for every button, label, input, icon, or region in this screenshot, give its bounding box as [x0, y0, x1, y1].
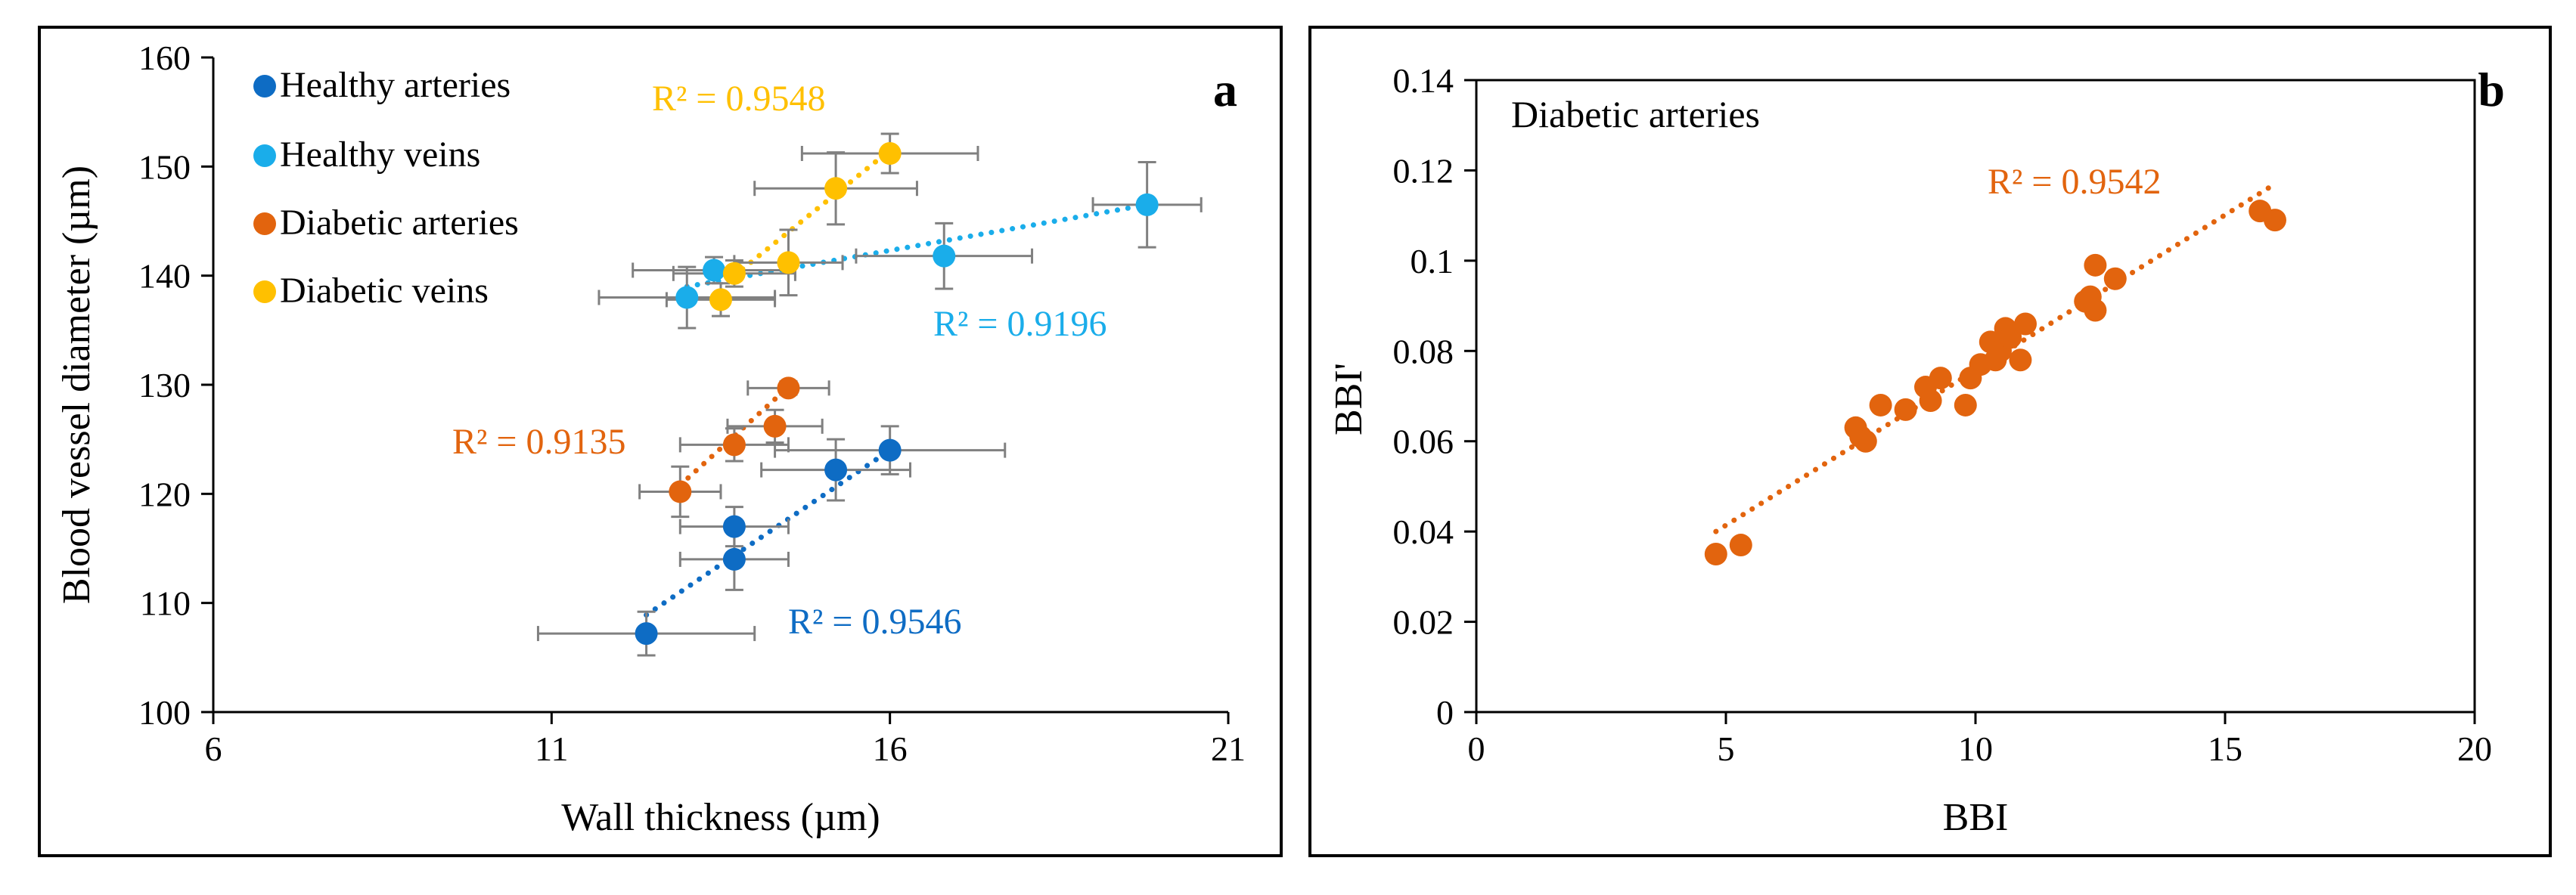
data-point [703, 259, 726, 282]
data-point [777, 251, 800, 274]
x-tick-label: 0 [1468, 729, 1485, 768]
data-point [1954, 393, 1977, 417]
x-tick-label: 21 [1211, 729, 1246, 768]
trendline [644, 448, 893, 618]
data-point [1999, 326, 2022, 349]
r-squared-label: R² = 0.9546 [788, 602, 961, 642]
data-point [722, 547, 746, 571]
x-axis-title: Wall thickness (µm) [561, 796, 880, 839]
data-point [763, 414, 787, 438]
y-tick-label: 160 [138, 39, 191, 77]
x-tick-label: 16 [873, 729, 908, 768]
data-point [2009, 348, 2032, 372]
panel-label: a [1213, 63, 1237, 116]
data-point [1704, 543, 1727, 565]
data-point [669, 480, 692, 503]
data-point [2084, 299, 2107, 322]
data-point [2103, 267, 2127, 290]
y-tick-label: 0.08 [1393, 332, 1454, 370]
data-point [722, 262, 746, 285]
plot-area-border [1475, 79, 2476, 714]
data-point [878, 142, 902, 166]
y-tick-label: 150 [138, 147, 191, 186]
data-point [933, 244, 956, 268]
data-point [722, 515, 746, 538]
y-tick-label: 0.06 [1393, 423, 1454, 461]
data-point [2084, 253, 2107, 277]
legend-marker [253, 280, 276, 303]
panel-b: 0 0.02 0.04 0.06 0.08 0.1 0.12 0.14 0 5 10 15 20 BBI B… [1308, 26, 2552, 857]
data-point [1869, 393, 1892, 417]
y-tick-label: 130 [138, 366, 191, 404]
data-point [709, 288, 732, 311]
data-point [1729, 534, 1752, 557]
data-point [722, 433, 746, 457]
data-point [1854, 429, 1877, 453]
panel-a: 100 110 120 130 140 150 160 6 11 16 21 Wall thickne… [38, 26, 1283, 857]
data-point [1919, 389, 1942, 412]
data-point [1929, 367, 1952, 390]
chart-title: Diabetic arteries [1511, 93, 1760, 135]
data-point [824, 177, 848, 200]
legend-label: Diabetic arteries [280, 203, 519, 243]
y-tick-label: 0.04 [1393, 513, 1454, 551]
data-point [824, 458, 848, 482]
data-point [1894, 398, 1917, 421]
legend-marker [253, 144, 276, 167]
y-tick-label: 0.12 [1393, 151, 1454, 190]
panel-frame [38, 26, 1283, 857]
x-tick-label: 5 [1718, 729, 1735, 768]
y-tick-label: 0 [1436, 693, 1454, 732]
y-axis-title: BBI' [1327, 363, 1370, 435]
x-tick-label: 11 [535, 729, 568, 768]
data-point [777, 376, 800, 400]
y-tick-label: 120 [138, 475, 191, 513]
x-axis-title: BBI [1943, 796, 2009, 839]
y-tick-label: 110 [140, 584, 191, 623]
x-tick-label: 15 [2208, 729, 2242, 768]
y-tick-label: 0.14 [1393, 61, 1454, 100]
y-tick-label: 140 [138, 257, 191, 296]
y-axis-title: Blood vessel diameter (µm) [55, 166, 98, 604]
r-squared-label: R² = 0.9196 [933, 304, 1106, 344]
trendline [684, 202, 1150, 290]
y-tick-label: 0.02 [1393, 603, 1454, 642]
x-tick-label: 6 [205, 729, 222, 768]
panel-frame [1308, 26, 2552, 857]
panel-label: b [2478, 63, 2505, 116]
legend-label: Healthy veins [280, 135, 480, 175]
x-tick-label: 10 [1958, 729, 1993, 768]
data-point [1135, 193, 1159, 216]
data-point [878, 438, 902, 462]
legend-label: Healthy arteries [280, 65, 511, 105]
data-point [2014, 312, 2037, 336]
r-squared-label: R² = 0.9135 [452, 422, 625, 462]
legend-label: Diabetic veins [280, 271, 489, 311]
r-squared-label: R² = 0.9542 [1988, 162, 2161, 202]
legend-marker [253, 75, 276, 98]
y-tick-label: 100 [138, 693, 191, 732]
legend-marker [253, 212, 276, 235]
data-point [675, 286, 699, 309]
trendline [731, 147, 893, 279]
data-point [635, 622, 658, 646]
r-squared-label: R² = 0.9548 [652, 79, 825, 119]
y-tick-label: 0.1 [1411, 242, 1454, 280]
data-point [2264, 209, 2286, 232]
x-tick-label: 20 [2457, 729, 2492, 768]
